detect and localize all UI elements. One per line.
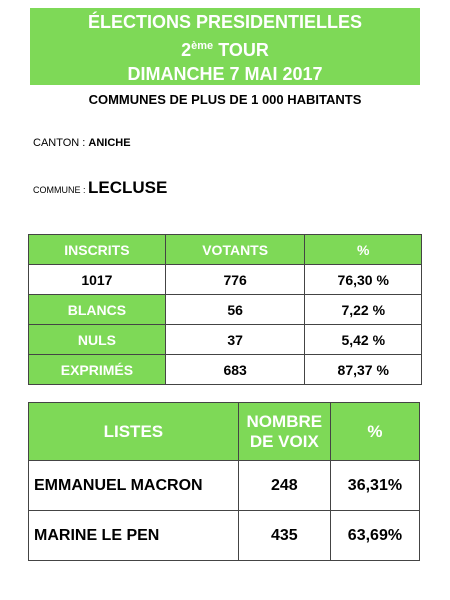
commune-label: COMMUNE :	[33, 185, 86, 195]
round: 2ème TOUR	[30, 34, 420, 62]
results-table: LISTES NOMBRE DE VOIX% EMMANUEL MACRON 248 3…	[28, 402, 421, 561]
title-banner: ÉLECTIONS PRESIDENTIELLES 2ème TOUR DIMA…	[30, 8, 420, 85]
table-cell: BLANCS	[28, 294, 166, 325]
table-cell: 37	[164, 324, 306, 355]
table-cell: 435	[237, 510, 331, 561]
table-cell: EMMANUEL MACRON	[28, 460, 239, 511]
table-cell: 248	[237, 460, 331, 511]
table-row: BLANCS 56 7,22 %	[28, 294, 422, 325]
table-cell: 776	[164, 264, 306, 295]
round-suffix: ème	[191, 40, 214, 52]
table-cell: EXPRIMÉS	[28, 354, 166, 385]
table-cell: VOTANTS	[164, 234, 306, 265]
table-cell: LISTES	[28, 402, 239, 461]
canton-value: ANICHE	[88, 137, 131, 149]
table-cell: 5,42 %	[304, 324, 422, 355]
table-cell: 56	[164, 294, 306, 325]
title: ÉLECTIONS PRESIDENTIELLES	[87, 12, 363, 32]
table-cell: 683	[164, 354, 306, 385]
table-cell: %	[329, 402, 421, 461]
table-cell: 36,31%	[329, 460, 421, 511]
table-cell: NOMBRE DE VOIX	[237, 402, 331, 461]
table-cell: NULS	[28, 324, 166, 355]
table-row: MARINE LE PEN 435 63,69%	[28, 510, 421, 561]
round-number: 2	[181, 40, 192, 60]
table-row: LISTES NOMBRE DE VOIX%	[28, 402, 421, 461]
table-cell: MARINE LE PEN	[28, 510, 239, 561]
table-cell: 87,37 %	[304, 354, 422, 385]
table-row: INSCRITS VOTANTS%	[28, 234, 422, 265]
subtitle: COMMUNES DE PLUS DE 1 000 HABITANTS	[88, 92, 362, 107]
canton: CANTON : ANICHE	[33, 137, 131, 149]
commune-value: LECLUSE	[88, 178, 168, 197]
table-row: EXPRIMÉS 683 87,37 %	[28, 354, 422, 385]
table-row: EMMANUEL MACRON 248 36,31%	[28, 460, 421, 511]
table-cell: 63,69%	[329, 510, 421, 561]
commune: COMMUNE : LECLUSE	[33, 178, 167, 198]
table-row: NULS 37 5,42 %	[28, 324, 422, 355]
table-cell: INSCRITS	[28, 234, 166, 265]
table-cell: 1017	[28, 264, 166, 295]
canton-label: CANTON :	[33, 137, 86, 149]
table-cell: 7,22 %	[304, 294, 422, 325]
participation-table: INSCRITS VOTANTS% 1017 776 76,30 % BLANCS 56 7,…	[28, 234, 422, 385]
table-cell: 76,30 %	[304, 264, 422, 295]
table-cell: %	[304, 234, 422, 265]
table-row: 1017 776 76,30 %	[28, 264, 422, 295]
round-label: TOUR	[218, 40, 269, 60]
date: DIMANCHE 7 MAI 2017	[127, 64, 323, 84]
